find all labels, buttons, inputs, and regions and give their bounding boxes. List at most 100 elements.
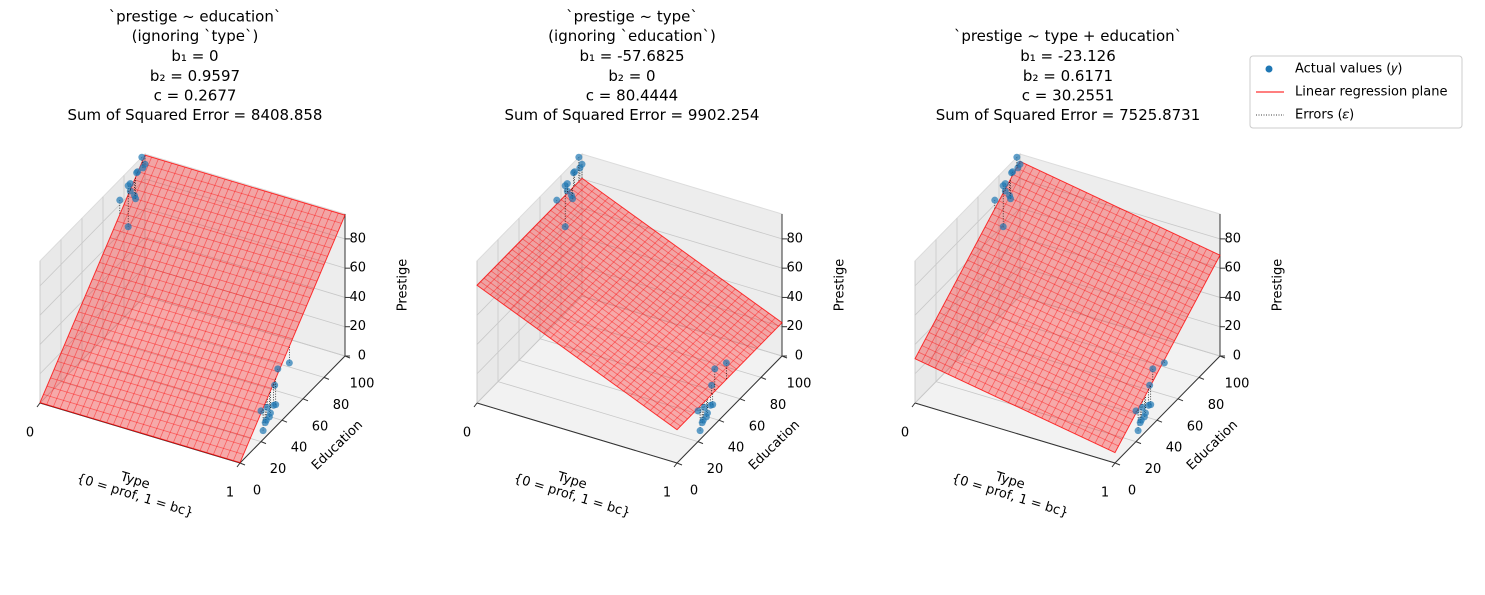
data-point bbox=[271, 381, 279, 389]
data-point bbox=[116, 196, 124, 204]
y-tick bbox=[697, 441, 704, 445]
plane-mesh bbox=[172, 194, 279, 443]
title-line: `prestige ~ education` bbox=[109, 8, 282, 26]
plane-mesh bbox=[81, 303, 283, 364]
x-tick bbox=[236, 462, 241, 468]
plane-mesh bbox=[596, 264, 703, 373]
plane-mesh bbox=[508, 252, 709, 398]
title-line: (ignoring `education`) bbox=[548, 27, 716, 45]
plane-mesh bbox=[1114, 255, 1221, 453]
plane-mesh bbox=[550, 230, 656, 339]
data-point bbox=[698, 419, 706, 427]
plane-mesh bbox=[1054, 226, 1161, 425]
data-point bbox=[1007, 195, 1015, 203]
title-line: c = 80.4444 bbox=[586, 86, 678, 104]
z-tick-label: 20 bbox=[1224, 319, 1241, 334]
z-tick-label: 40 bbox=[1224, 290, 1241, 305]
data-point bbox=[124, 223, 132, 231]
grid-line bbox=[39, 237, 146, 345]
plane-mesh bbox=[92, 170, 199, 419]
data-point bbox=[263, 403, 271, 411]
plane-mesh bbox=[556, 235, 663, 344]
data-point bbox=[703, 409, 711, 417]
plane-mesh bbox=[106, 174, 213, 423]
y-tick-label: 0 bbox=[690, 484, 698, 499]
data-point bbox=[139, 164, 147, 172]
y-tick-label: 60 bbox=[312, 419, 329, 434]
y-tick bbox=[323, 376, 330, 380]
plane-mesh bbox=[1041, 220, 1148, 419]
plane-mesh bbox=[998, 200, 1200, 296]
plane-mesh bbox=[1027, 214, 1134, 413]
grid-line bbox=[914, 266, 1021, 375]
title-label: b₁ = bbox=[1020, 47, 1058, 65]
plane-mesh bbox=[53, 369, 255, 430]
grid-line bbox=[144, 295, 346, 357]
plane-mesh bbox=[970, 253, 1172, 348]
plane-mesh bbox=[60, 352, 262, 414]
plane-mesh bbox=[501, 259, 702, 406]
plane-mesh bbox=[988, 220, 1189, 315]
data-point bbox=[124, 182, 132, 190]
data-point bbox=[266, 409, 274, 417]
plane-mesh bbox=[1005, 187, 1207, 282]
data-point bbox=[132, 195, 140, 203]
plane-mesh bbox=[483, 277, 685, 423]
axis-line bbox=[1114, 355, 1221, 464]
grid-line bbox=[144, 266, 346, 328]
title-value: 80.4444 bbox=[616, 86, 678, 104]
y-tick-label: 100 bbox=[1225, 377, 1250, 392]
title-label: Sum of Squared Error = bbox=[936, 106, 1119, 124]
y-tick-label: 20 bbox=[1145, 462, 1162, 477]
data-point bbox=[561, 223, 569, 231]
plane-mesh bbox=[1067, 233, 1174, 431]
plane-mesh bbox=[510, 202, 616, 310]
data-point bbox=[1014, 164, 1022, 172]
title-label: c = bbox=[154, 86, 184, 104]
plane-mesh bbox=[79, 166, 186, 415]
title-line: b₂ = 0.9597 bbox=[150, 66, 240, 84]
grid-line bbox=[977, 338, 1179, 400]
data-point bbox=[1160, 359, 1168, 367]
axis-line bbox=[476, 402, 678, 464]
plane-mesh bbox=[72, 164, 179, 413]
data-point bbox=[1013, 153, 1021, 161]
grid-line bbox=[518, 359, 720, 421]
data-point bbox=[575, 153, 583, 161]
grid-line bbox=[998, 317, 1200, 378]
plane-mesh bbox=[85, 294, 286, 356]
plane-mesh bbox=[494, 267, 695, 413]
plane-mesh bbox=[1094, 245, 1201, 444]
plane-mesh bbox=[941, 173, 1048, 372]
plane-mesh bbox=[67, 336, 269, 397]
plane-mesh bbox=[981, 233, 1182, 328]
legend-box bbox=[1249, 55, 1463, 129]
legend-label: Errors (𝜀) bbox=[1295, 108, 1354, 123]
plane-mesh bbox=[132, 182, 239, 431]
title-label: c = bbox=[1022, 86, 1052, 104]
plane-mesh bbox=[532, 227, 734, 373]
plane-mesh bbox=[676, 322, 783, 430]
plane-mesh bbox=[994, 198, 1101, 397]
grid-line bbox=[1019, 237, 1221, 298]
plane-mesh bbox=[1021, 211, 1128, 409]
plane-mesh bbox=[946, 299, 1147, 394]
title-line: b₁ = 0 bbox=[171, 47, 218, 65]
data-point bbox=[569, 195, 577, 203]
data-point bbox=[576, 164, 584, 172]
plane-mesh bbox=[995, 207, 1196, 302]
x-tick-label: 0 bbox=[901, 426, 909, 441]
data-point bbox=[999, 223, 1007, 231]
plane-mesh bbox=[949, 292, 1151, 388]
plane-mesh bbox=[656, 307, 763, 416]
y-tick-label: 0 bbox=[1128, 484, 1136, 499]
plane-mesh bbox=[130, 187, 332, 249]
legend-label: Linear regression plane bbox=[1295, 85, 1447, 100]
plane-mesh bbox=[127, 195, 328, 257]
grid-line bbox=[144, 237, 346, 298]
plane-mesh bbox=[914, 161, 1021, 359]
plane-mesh bbox=[563, 240, 669, 349]
plane-mesh bbox=[935, 318, 1137, 414]
plane-mesh bbox=[939, 312, 1140, 407]
plane-mesh bbox=[553, 206, 755, 352]
